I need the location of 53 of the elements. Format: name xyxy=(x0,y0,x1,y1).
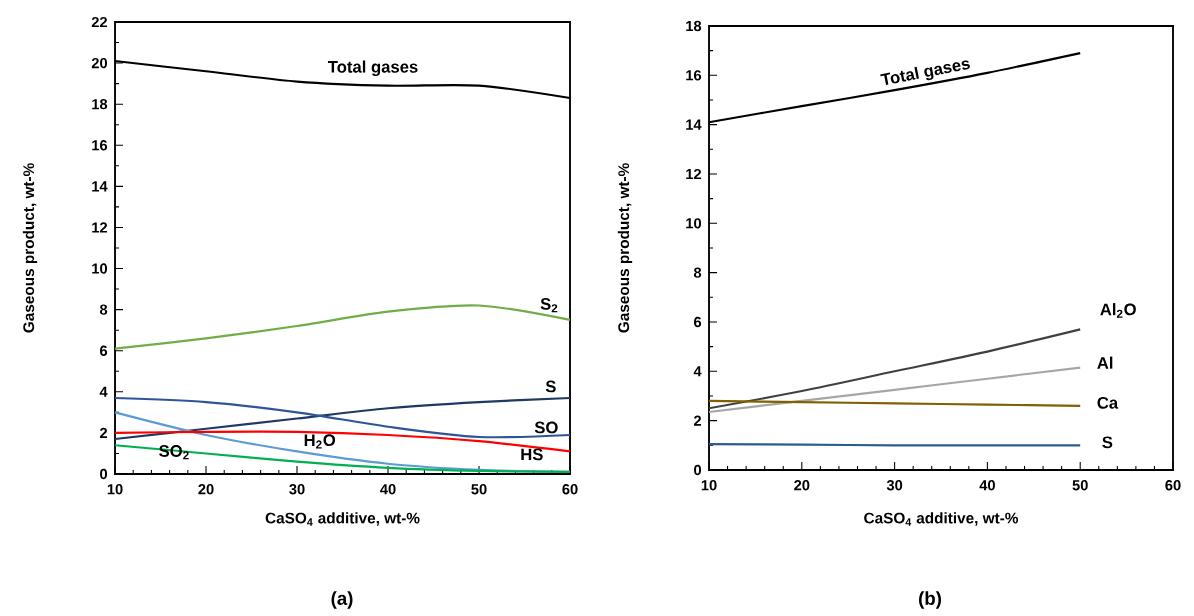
y-tick-label: 12 xyxy=(686,168,702,180)
text: Total gases xyxy=(880,60,970,85)
series-label: Al xyxy=(1097,356,1113,369)
y-tick-label: 16 xyxy=(686,70,702,81)
series-label: Total gases xyxy=(327,60,418,77)
y-tick-label: 2 xyxy=(99,427,108,439)
y-tick-label: 14 xyxy=(686,119,702,130)
series-label: SO xyxy=(534,421,558,434)
x-axis-title: CaSO$_{4}$ additive, wt-% xyxy=(265,512,420,526)
y-tick-label: 8 xyxy=(693,267,702,278)
x-tick-label: 30 xyxy=(886,480,903,491)
x-axis-title: CaSO$_{4}$ additive, wt-% xyxy=(864,512,1019,526)
series-label: S xyxy=(1102,436,1113,449)
series-label: HS xyxy=(521,448,543,461)
y-tick-label: 12 xyxy=(92,222,108,233)
y-axis-title: Gaseous product, wt-% xyxy=(22,163,38,333)
x-tick-label: 40 xyxy=(380,484,396,495)
series-label: H$_{2}$O xyxy=(304,434,336,449)
y-axis-title: Gaseous product, wt-% xyxy=(617,163,633,333)
y-tick-label: 14 xyxy=(92,181,108,192)
y-tick-label: 4 xyxy=(693,366,702,377)
y-tick-label: 8 xyxy=(99,304,108,315)
series-label: S xyxy=(545,380,556,393)
y-tick-label: 2 xyxy=(693,415,702,426)
text: (a) xyxy=(331,591,353,609)
series-label: S$_{2}$ xyxy=(540,298,558,313)
y-tick-label: 10 xyxy=(686,218,702,229)
x-tick-label: 20 xyxy=(198,484,214,495)
y-tick-label: 4 xyxy=(99,386,108,397)
x-tick-label: 50 xyxy=(471,484,487,495)
y-tick-label: 10 xyxy=(92,263,108,274)
x-tick-label: 40 xyxy=(979,480,995,491)
text: (b) xyxy=(919,591,941,609)
y-tick-label: 6 xyxy=(694,316,702,328)
x-tick-label: 20 xyxy=(794,480,810,491)
x-tick-label: 60 xyxy=(562,484,578,495)
x-tick-label: 60 xyxy=(1165,480,1181,491)
x-tick-label: 10 xyxy=(107,484,123,495)
y-tick-label: 0 xyxy=(100,468,108,480)
line-series xyxy=(707,366,1082,414)
series-label: Al$_{2}$O xyxy=(1100,303,1136,318)
y-tick-label: 22 xyxy=(91,16,108,28)
y-tick-label: 18 xyxy=(92,98,108,110)
y-tick-label: 20 xyxy=(91,57,108,69)
x-tick-label: 10 xyxy=(701,480,717,491)
y-tick-label: 18 xyxy=(686,20,702,32)
y-tick-label: 0 xyxy=(694,464,702,476)
x-tick-label: 30 xyxy=(289,484,305,495)
line-series xyxy=(707,328,1082,410)
x-tick-label: 50 xyxy=(1072,480,1088,491)
y-tick-label: 6 xyxy=(100,345,108,356)
series-label: Ca xyxy=(1097,396,1119,409)
y-tick-label: 16 xyxy=(92,140,108,151)
